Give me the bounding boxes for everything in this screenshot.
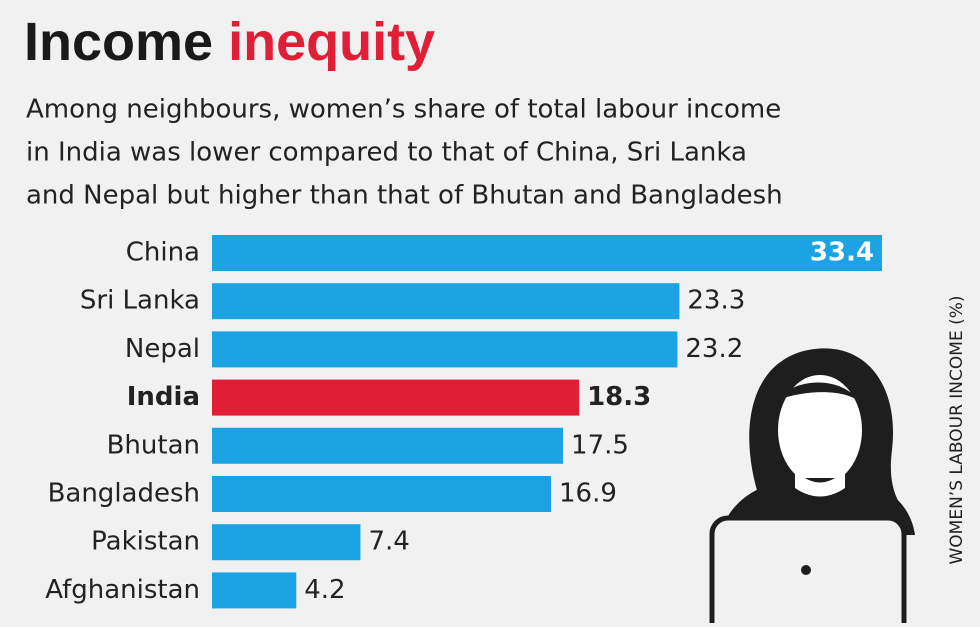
bar [212,331,678,368]
value-label: 23.3 [687,286,745,316]
category-label: Afghanistan [45,575,200,605]
title-main: Income [24,12,213,72]
value-label: 23.2 [685,334,743,364]
bar [212,235,882,271]
value-label: 18.3 [587,382,651,412]
face [778,375,862,485]
chart-title: Income inequity [24,12,435,72]
category-label: Bhutan [107,430,200,460]
category-label: China [126,238,200,268]
title-highlight: inequity [228,12,435,72]
value-label: 7.4 [368,527,409,557]
bar [212,283,680,320]
fringe [778,382,862,404]
value-label: 17.5 [571,430,629,460]
category-label: Pakistan [91,527,200,557]
value-label: 16.9 [559,479,617,509]
category-label: India [127,382,200,412]
category-label: Bangladesh [48,479,200,509]
bar [212,379,580,416]
subtitle-line: in India was lower compared to that of C… [26,138,747,168]
laptop-logo [801,565,811,575]
illustration [709,348,915,627]
category-label: Nepal [125,334,200,364]
neck [795,470,845,497]
value-label: 4.2 [304,575,345,605]
axis-label: WOMEN’S LABOUR INCOME (%) [947,295,967,564]
bar [212,427,564,464]
subtitle-line: and Nepal but higher than that of Bhutan… [26,181,783,211]
value-label: 33.4 [810,238,874,268]
subtitle-line: Among neighbours, women’s share of total… [26,95,781,125]
category-label: Sri Lanka [80,286,200,316]
bar [212,524,361,561]
bar [212,572,297,609]
bar [212,476,552,512]
